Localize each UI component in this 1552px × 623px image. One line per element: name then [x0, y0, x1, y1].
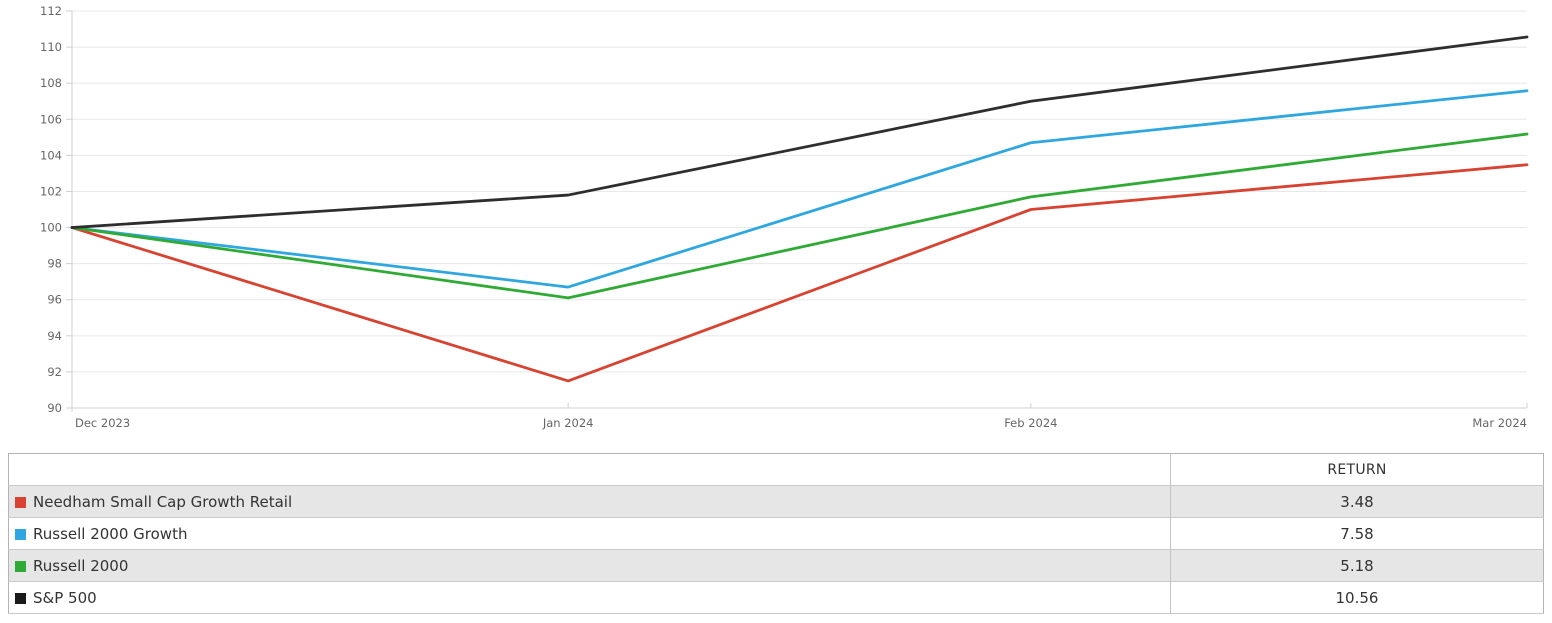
y-axis-label: 96: [47, 293, 62, 307]
y-axis-label: 108: [40, 76, 62, 90]
table-row: Needham Small Cap Growth Retail 3.48: [8, 485, 1544, 518]
table-row: Russell 2000 5.18: [8, 549, 1544, 582]
y-axis-label: 106: [40, 112, 62, 126]
series-line-s-p-500: [70, 35, 1529, 229]
x-axis-label: Feb 2024: [1004, 416, 1057, 430]
returns-table-header-row: RETURN: [8, 453, 1544, 486]
return-value: 7.58: [1170, 517, 1544, 550]
growth-line-chart: 90 92 94 96 98 100 102 104 106 108 110 112 Dec 2023 J…: [40, 4, 1529, 430]
y-axis-label: 92: [47, 365, 62, 379]
table-row: S&P 500 10.56: [8, 581, 1544, 614]
series-label: Russell 2000: [33, 556, 129, 575]
y-axis-label: 94: [47, 329, 62, 343]
line-chart-canvas: 90 92 94 96 98 100 102 104 106 108 110 112 Dec 2023 J…: [40, 4, 1529, 430]
y-axis-label: 102: [40, 184, 62, 198]
y-axis-label: 110: [40, 40, 62, 54]
y-axis-label: 100: [40, 221, 62, 235]
series-label: Needham Small Cap Growth Retail: [33, 492, 293, 511]
series-line-russell-2000-growth: [70, 89, 1529, 289]
series-color-swatch: [15, 496, 26, 508]
y-axis-label: 90: [47, 401, 62, 415]
series-color-swatch: [15, 528, 26, 540]
x-axis-label: Dec 2023: [75, 416, 130, 430]
y-axis-label: 112: [40, 4, 62, 18]
series-label: Russell 2000 Growth: [33, 524, 188, 543]
y-axis-label: 98: [47, 257, 62, 271]
series-color-swatch: [15, 560, 26, 572]
return-column-header: RETURN: [1170, 453, 1544, 486]
returns-table: RETURN Needham Small Cap Growth Retail 3…: [8, 453, 1544, 614]
return-value: 3.48: [1170, 485, 1544, 518]
series-line-russell-2000: [70, 132, 1529, 300]
series-color-swatch: [15, 592, 26, 604]
return-value: 10.56: [1170, 581, 1544, 614]
x-axis-label: Jan 2024: [542, 416, 594, 430]
series-line-needham-small-cap-growth-retail: [70, 163, 1529, 383]
y-axis-label: 104: [40, 148, 62, 162]
x-axis-label: Mar 2024: [1472, 416, 1527, 430]
series-name-column-header: [8, 453, 1171, 486]
table-row: Russell 2000 Growth 7.58: [8, 517, 1544, 550]
return-value: 5.18: [1170, 549, 1544, 582]
series-label: S&P 500: [33, 588, 97, 607]
